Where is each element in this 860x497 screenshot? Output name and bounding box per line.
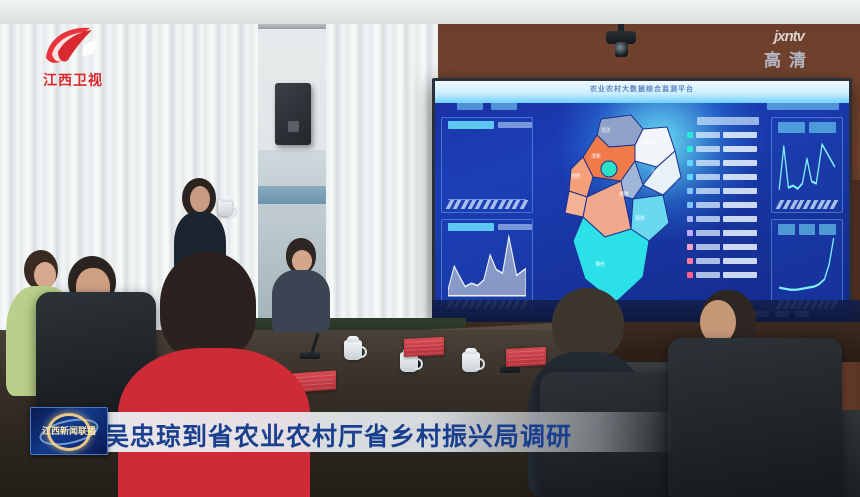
window-curtain-right <box>326 24 438 324</box>
dashboard-tab-topic[interactable] <box>491 101 517 110</box>
line-top-tick-labels <box>775 200 839 212</box>
dashboard-tab-home[interactable] <box>457 101 483 110</box>
hd-brand-text: jxntv <box>773 28 805 45</box>
headline-text: 吴忠琼到省农业农村厅省乡村振兴局调研 <box>104 422 573 451</box>
channel-logo-icon <box>38 24 108 70</box>
teacup <box>462 348 485 372</box>
list-item[interactable] <box>687 158 769 167</box>
list-item[interactable] <box>687 242 769 251</box>
line-top-chips <box>778 122 836 133</box>
program-badge-text: 江西新闻联播 <box>41 426 96 436</box>
channel-logo-text: 江西卫视 <box>43 72 103 88</box>
panel-bar-chart <box>441 117 533 213</box>
panel-bar-sublabel <box>498 122 532 128</box>
list-item[interactable] <box>687 228 769 237</box>
hd-watermark: jxntv 高清 <box>734 28 844 71</box>
name-placard <box>506 346 546 368</box>
microphone-base <box>300 352 320 359</box>
province-map[interactable]: 九江 景德镇 上饶 宜春 鹰潭 新余 抚州 赣州 <box>539 111 689 311</box>
map-label-jingdezhen: 景德镇 <box>643 139 657 145</box>
panel-bar-label <box>448 121 494 129</box>
line-chart-bottom <box>778 236 836 298</box>
screen-lower-strip <box>432 300 860 324</box>
ranking-list <box>687 117 769 284</box>
list-item[interactable] <box>687 172 769 181</box>
map-label-yingtan: 鹰潭 <box>619 191 629 197</box>
office-chair <box>668 338 842 497</box>
list-item[interactable] <box>687 200 769 209</box>
map-label-shangrao: 上饶 <box>651 169 661 175</box>
program-badge: 江西新闻联播 <box>30 407 108 455</box>
map-label-jiujiang: 九江 <box>601 127 611 133</box>
area-chart <box>448 230 526 298</box>
hd-quality-text: 高清 <box>764 51 814 70</box>
list-item[interactable] <box>687 214 769 223</box>
map-label-fuzhou: 抚州 <box>635 215 645 221</box>
panel-area-sublabel <box>498 224 532 230</box>
ranking-list-header <box>697 117 759 125</box>
teacup <box>218 196 237 218</box>
name-placard <box>404 336 444 358</box>
teacup <box>344 336 367 360</box>
ceiling <box>0 0 860 26</box>
list-item[interactable] <box>687 256 769 265</box>
dashboard-display: 农业农村大数据综合监测平台 <box>432 78 852 324</box>
map-label-xinyu: 新余 <box>571 173 581 179</box>
panel-line-chart-bottom <box>771 219 843 313</box>
wall-speaker <box>275 83 311 145</box>
ceiling-camera-icon <box>606 24 636 58</box>
list-item[interactable] <box>687 270 769 279</box>
line-bottom-chips <box>778 224 837 235</box>
map-label-ganzhou: 赣州 <box>595 261 605 267</box>
panel-area-label <box>448 223 494 231</box>
channel-logo: 江西卫视 <box>26 22 120 98</box>
dashboard-tab-extra[interactable] <box>767 101 839 110</box>
bar-chart-axis <box>448 199 526 200</box>
microphone-base <box>500 366 520 373</box>
dashboard-header: 农业农村大数据综合监测平台 <box>435 81 849 103</box>
map-label-yichun: 宜春 <box>591 153 601 159</box>
list-item[interactable] <box>687 130 769 139</box>
bar-chart <box>450 134 524 196</box>
dashboard-title: 农业农村大数据综合监测平台 <box>590 86 694 93</box>
list-item[interactable] <box>687 186 769 195</box>
lower-third-banner: 吴忠琼到省农业农村厅省乡村振兴局调研 <box>34 412 674 452</box>
line-chart-top <box>778 136 836 198</box>
panel-line-chart-top <box>771 117 843 213</box>
list-item[interactable] <box>687 144 769 153</box>
panel-area-chart <box>441 219 533 313</box>
bar-chart-tick-labels <box>445 200 529 212</box>
